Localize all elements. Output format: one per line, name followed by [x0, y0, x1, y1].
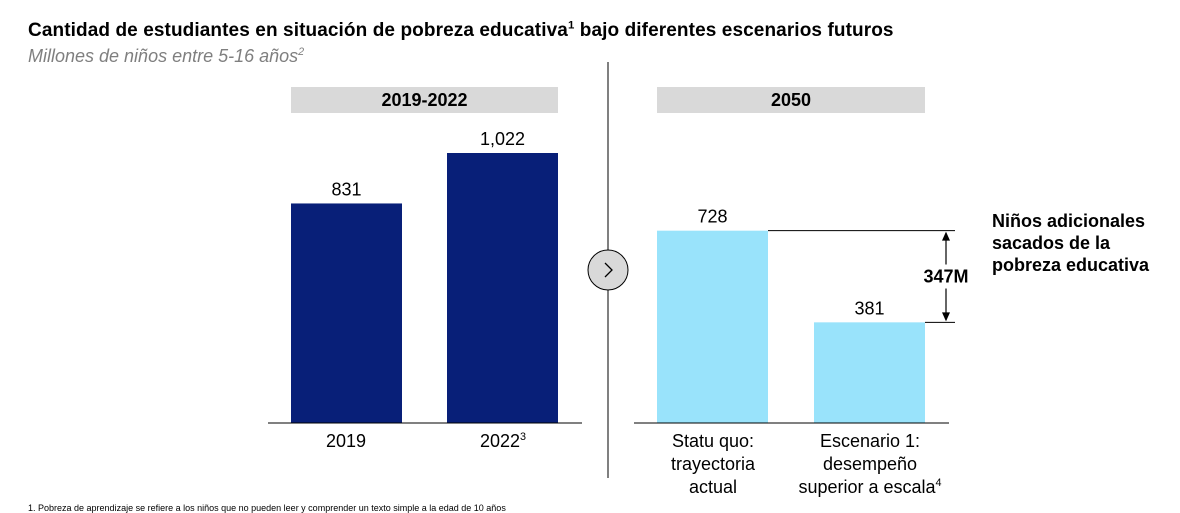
- category-label-2022: 20223: [479, 431, 527, 451]
- panel-header-2050: 2050: [657, 87, 925, 113]
- category-label-2019: 2019: [325, 431, 367, 451]
- difference-label: 347M: [923, 267, 968, 287]
- bar-2022: [447, 153, 558, 423]
- category-label-statu-quo: Statu quo: trayectoria actual: [670, 431, 756, 497]
- category-label-escenario-1: Escenario 1: desempeño superior a escala…: [798, 431, 942, 497]
- chart-subtitle: Millones de niños entre 5-16 años2: [28, 46, 305, 66]
- value-label-2022: 1,022: [480, 129, 525, 149]
- footnote: 1. Pobreza de aprendizaje se refiere a l…: [28, 503, 506, 513]
- chevron-right-icon: [587, 249, 629, 291]
- bar-2019: [291, 203, 402, 423]
- title-footnote-marker: 1: [567, 19, 575, 32]
- chart-title: Cantidad de estudiantes en situación de …: [28, 19, 894, 41]
- subtitle-footnote-marker: 2: [298, 46, 305, 58]
- value-label-2019: 831: [331, 179, 361, 199]
- panel-header-2019-2022: 2019-2022: [291, 87, 558, 113]
- bar-escenario-1: [814, 322, 925, 423]
- annotation-text: Niños adicionales sacados de la pobreza …: [992, 211, 1150, 275]
- value-label-escenario-1: 381: [854, 298, 884, 318]
- value-label-statu-quo: 728: [697, 207, 727, 227]
- bar-statu-quo: [657, 230, 768, 423]
